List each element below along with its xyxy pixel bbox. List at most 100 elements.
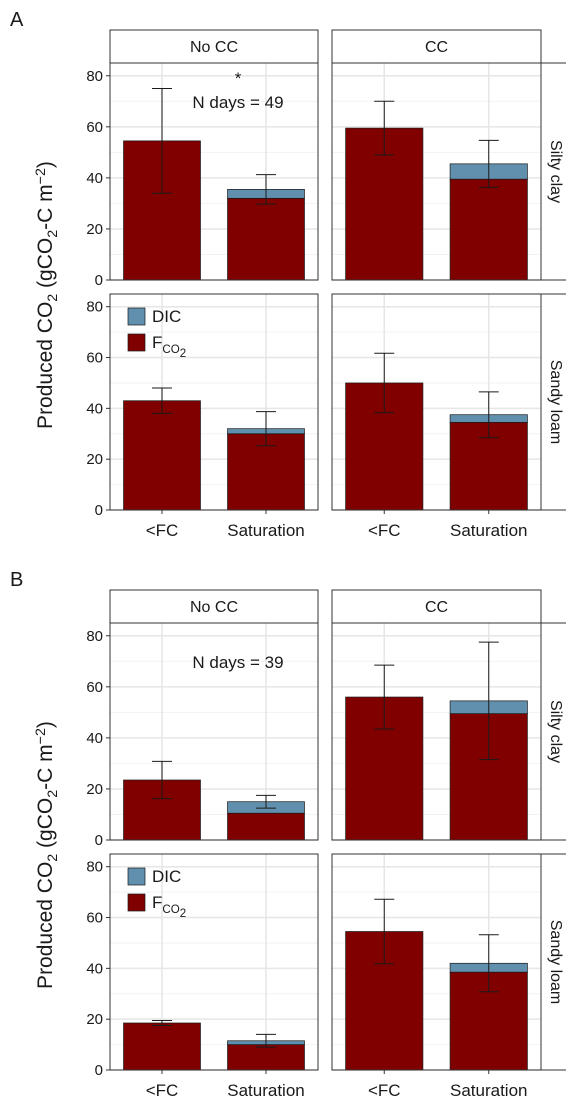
panel-border [331, 853, 542, 1071]
strip [540, 62, 566, 281]
text-part: CO [162, 904, 179, 916]
text-part: 2 [45, 294, 61, 302]
y-tick-label: 40 [86, 170, 103, 187]
strip [331, 589, 542, 624]
error-bar [478, 391, 499, 439]
error-bar [478, 641, 499, 761]
text-part: ) [34, 161, 57, 168]
y-tick-label: 60 [86, 350, 103, 367]
panel-border [331, 622, 542, 841]
legend-swatch [127, 307, 146, 326]
error-bar [478, 934, 499, 993]
panel-border [331, 62, 542, 281]
text-part: 2 [45, 790, 61, 798]
legend-label: DIC [152, 307, 181, 326]
text-part: -C m [34, 184, 57, 230]
text-part: 2 [45, 230, 61, 238]
error-bar [374, 100, 395, 156]
error-bar [256, 411, 276, 447]
bar-segment [123, 1022, 201, 1071]
bar-segment [449, 178, 528, 281]
text-part: CO [162, 344, 179, 356]
error-bar [152, 88, 172, 194]
strip-label: Silty clay [547, 140, 564, 203]
text-part: -C m [34, 744, 57, 790]
annotation: N days = 49 [192, 93, 283, 112]
text-part: −2 [33, 728, 49, 744]
panel-border [109, 293, 319, 511]
text-part: F [152, 333, 162, 352]
panel-border [331, 293, 542, 511]
error-bar [374, 898, 395, 965]
panel-border [109, 853, 319, 1071]
annotation: N days = 39 [192, 653, 283, 672]
strip [109, 589, 319, 624]
y-tick-label: 20 [86, 221, 103, 238]
y-tick-label: 60 [86, 679, 103, 696]
text-part: −2 [33, 168, 49, 184]
strip-label: No CC [190, 39, 238, 56]
x-tick-label: <FC [368, 1081, 401, 1100]
x-tick-label: <FC [146, 1081, 179, 1100]
x-tick-label: Saturation [227, 1081, 305, 1100]
strip-label: Silty clay [547, 700, 564, 763]
text-part: F [152, 893, 162, 912]
strip-label: CC [425, 599, 448, 616]
bar-segment [123, 400, 201, 511]
panel-border [109, 622, 319, 841]
error-bar [256, 174, 276, 205]
strip-label: CC [425, 39, 448, 56]
x-tick-label: <FC [146, 521, 179, 540]
y-tick-label: 80 [86, 68, 103, 85]
y-tick-label: 20 [86, 451, 103, 468]
y-tick-label: 60 [86, 119, 103, 136]
error-bar [374, 664, 395, 730]
text-part: ) [34, 721, 57, 728]
y-tick-label: 40 [86, 400, 103, 417]
legend-swatch [127, 333, 146, 352]
y-tick-label: 0 [95, 1062, 103, 1079]
y-tick-label: 60 [86, 910, 103, 927]
y-tick-label: 40 [86, 730, 103, 747]
y-axis-label: Produced CO2 (gCO2-C m−2) [33, 721, 61, 989]
legend-swatch [127, 893, 146, 912]
y-tick-label: 80 [86, 628, 103, 645]
bar-segment [227, 433, 305, 511]
error-bar [256, 794, 276, 809]
text-part: (gCO [34, 238, 57, 294]
bar-segment [227, 1044, 305, 1071]
text-part: Produced CO [34, 302, 57, 429]
error-bar [478, 139, 499, 188]
bar-segment [227, 197, 305, 281]
text-part: Produced CO [34, 862, 57, 989]
strip [540, 853, 566, 1071]
x-tick-label: Saturation [450, 1081, 528, 1100]
error-bar [256, 1033, 276, 1048]
legend-label: FCO2 [152, 893, 186, 920]
y-tick-label: 20 [86, 1011, 103, 1028]
strip-label: Sandy loam [547, 360, 564, 445]
strip-label: Sandy loam [547, 920, 564, 1005]
x-tick-label: Saturation [227, 521, 305, 540]
strip [331, 29, 542, 64]
strip-label: No CC [190, 599, 238, 616]
panel-label: B [10, 569, 23, 591]
text-part: (gCO [34, 798, 57, 854]
legend-swatch [127, 867, 146, 886]
y-tick-label: 0 [95, 832, 103, 849]
text-part: 2 [180, 908, 186, 920]
legend-label: FCO2 [152, 333, 186, 360]
text-part: DIC [152, 307, 181, 326]
error-bar [152, 387, 172, 414]
panel-label: A [10, 9, 24, 31]
annotation: * [235, 69, 242, 88]
error-bar [152, 1019, 172, 1027]
text-part: 2 [45, 854, 61, 862]
bar-segment [227, 812, 305, 841]
strip [109, 29, 319, 64]
y-tick-label: 80 [86, 299, 103, 316]
legend-label: DIC [152, 867, 181, 886]
y-tick-label: 80 [86, 859, 103, 876]
